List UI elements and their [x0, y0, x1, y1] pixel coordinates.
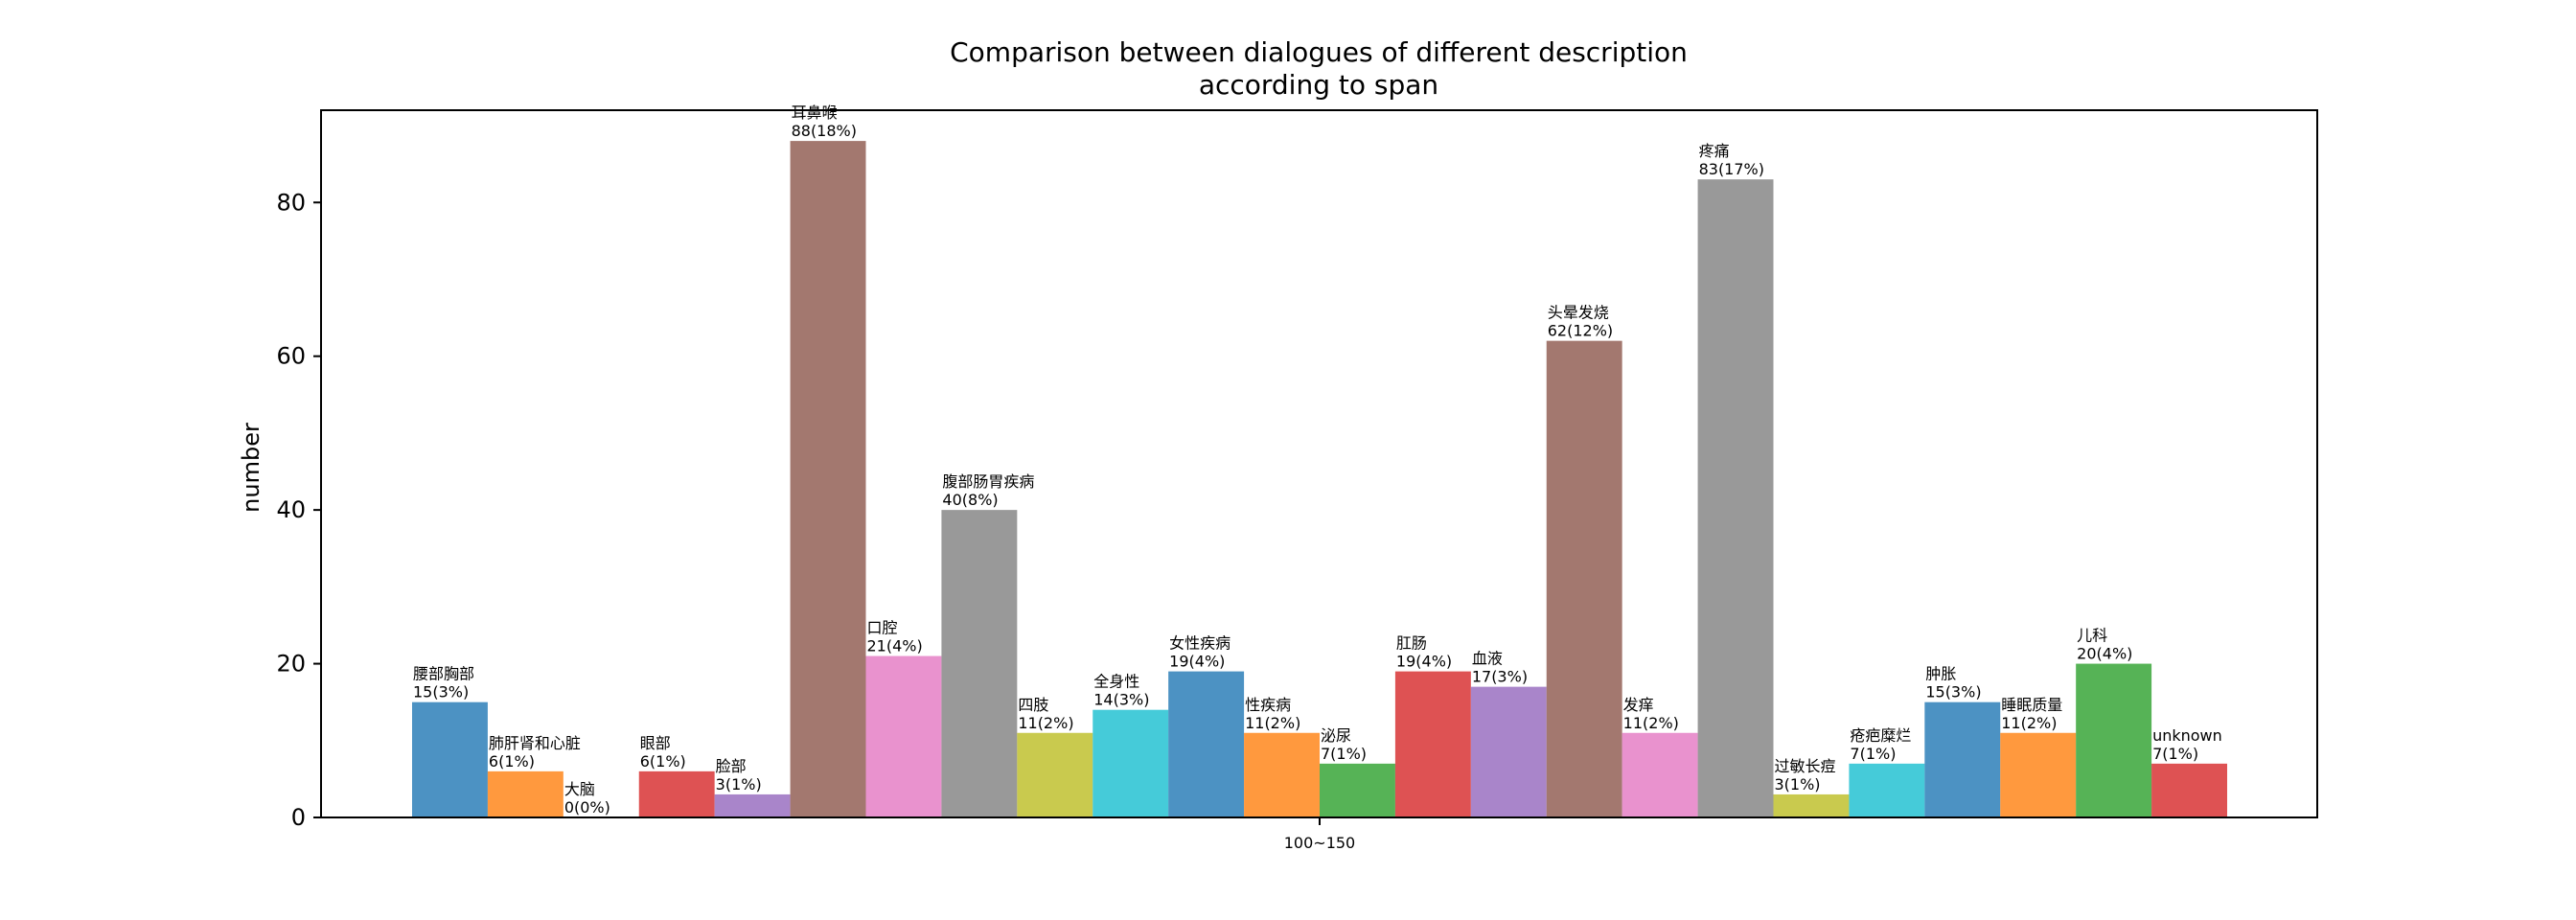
bar-value-label-9: 14(3%) — [1093, 691, 1149, 709]
bar-category-label-6: 口腔 — [867, 619, 898, 637]
bar-category-label-1: 肺肝肾和心脏 — [489, 734, 581, 752]
bar-21 — [2000, 732, 2077, 817]
bar-category-label-7: 腹部肠胃疾病 — [942, 472, 1034, 491]
bar-value-label-19: 7(1%) — [1850, 745, 1896, 763]
bar-value-label-17: 83(17%) — [1699, 160, 1764, 178]
bar-12 — [1320, 763, 1395, 817]
bar-category-label-17: 疼痛 — [1699, 142, 1730, 160]
bar-6 — [865, 656, 942, 817]
bar-7 — [941, 510, 1018, 817]
bar-value-label-16: 11(2%) — [1623, 714, 1679, 732]
bars-group — [412, 141, 2227, 817]
bar-category-label-20: 肿胀 — [1925, 665, 1956, 683]
bar-17 — [1697, 179, 1774, 817]
bar-value-label-8: 11(2%) — [1018, 714, 1073, 732]
bar-value-label-0: 15(3%) — [413, 683, 469, 702]
bar-category-label-23: unknown — [2152, 726, 2222, 745]
bar-13 — [1394, 671, 1471, 817]
bar-3 — [638, 770, 715, 817]
bar-value-label-4: 3(1%) — [716, 775, 762, 794]
bar-category-label-21: 睡眠质量 — [2001, 696, 2062, 714]
bar-category-label-8: 四肢 — [1018, 696, 1048, 714]
bar-9 — [1092, 709, 1169, 817]
bar-16 — [1622, 732, 1698, 817]
bar-category-label-13: 肛肠 — [1396, 634, 1427, 653]
bar-category-label-3: 眼部 — [640, 734, 671, 752]
y-tick-label-3: 60 — [276, 343, 306, 370]
bar-4 — [714, 794, 791, 817]
bar-19 — [1849, 763, 1925, 817]
bar-value-label-14: 17(3%) — [1472, 668, 1528, 686]
bar-category-label-9: 全身性 — [1093, 673, 1139, 691]
bar-value-label-12: 7(1%) — [1321, 745, 1367, 763]
bar-20 — [1924, 702, 2001, 817]
bar-value-label-21: 11(2%) — [2001, 714, 2057, 732]
x-axis: 100~150 — [1284, 817, 1355, 852]
bar-14 — [1470, 686, 1547, 817]
y-tick-label-0: 0 — [291, 804, 306, 831]
bar-category-label-15: 头晕发烧 — [1548, 304, 1609, 322]
y-tick-label-1: 20 — [276, 651, 306, 678]
bar-8 — [1017, 732, 1093, 817]
bar-15 — [1546, 340, 1622, 817]
bar-5 — [790, 141, 866, 817]
bar-value-label-2: 0(0%) — [564, 798, 610, 816]
bar-18 — [1773, 794, 1850, 817]
bar-category-label-19: 疮疤糜烂 — [1850, 726, 1911, 745]
bar-category-label-12: 泌尿 — [1321, 726, 1351, 745]
chart-title-line1: Comparison between dialogues of differen… — [950, 36, 1688, 68]
bar-category-label-4: 脸部 — [716, 757, 747, 775]
chart-title-line2: according to span — [1199, 69, 1438, 101]
bar-11 — [1244, 732, 1320, 817]
bar-0 — [412, 702, 488, 817]
bar-value-label-20: 15(3%) — [1925, 683, 1981, 702]
x-tick-label-0: 100~150 — [1284, 834, 1355, 852]
bar-value-label-5: 88(18%) — [792, 122, 857, 140]
bar-category-label-2: 大脑 — [564, 780, 595, 798]
bar-value-label-7: 40(8%) — [942, 491, 998, 509]
bar-category-label-0: 腰部胸部 — [413, 665, 474, 683]
bar-value-label-11: 11(2%) — [1245, 714, 1300, 732]
bar-value-label-1: 6(1%) — [489, 752, 535, 770]
bar-value-label-6: 21(4%) — [867, 637, 923, 656]
bar-1 — [487, 770, 564, 817]
bar-value-label-3: 6(1%) — [640, 752, 686, 770]
bar-value-label-13: 19(4%) — [1396, 653, 1452, 671]
y-axis: 0 20 40 60 80 — [276, 189, 321, 831]
y-tick-label-2: 40 — [276, 496, 306, 523]
bar-category-label-14: 血液 — [1472, 650, 1503, 668]
y-tick-label-4: 80 — [276, 189, 306, 216]
bar-category-label-16: 发痒 — [1623, 696, 1654, 714]
y-axis-label: number — [238, 423, 264, 513]
bar-23 — [2151, 763, 2227, 817]
bar-value-label-10: 19(4%) — [1169, 653, 1225, 671]
bar-category-label-18: 过敏长痘 — [1775, 757, 1836, 775]
bar-category-label-11: 性疾病 — [1245, 696, 1291, 714]
bar-category-label-5: 耳鼻喉 — [792, 104, 838, 122]
bar-22 — [2076, 663, 2152, 817]
bar-value-label-15: 62(12%) — [1548, 322, 1613, 340]
bar-category-label-10: 女性疾病 — [1169, 634, 1230, 653]
bar-category-label-22: 儿科 — [2077, 627, 2107, 645]
bar-value-label-23: 7(1%) — [2152, 745, 2198, 763]
bar-10 — [1168, 671, 1245, 817]
bar-value-label-22: 20(4%) — [2077, 645, 2132, 663]
bar-value-label-18: 3(1%) — [1775, 775, 1821, 794]
